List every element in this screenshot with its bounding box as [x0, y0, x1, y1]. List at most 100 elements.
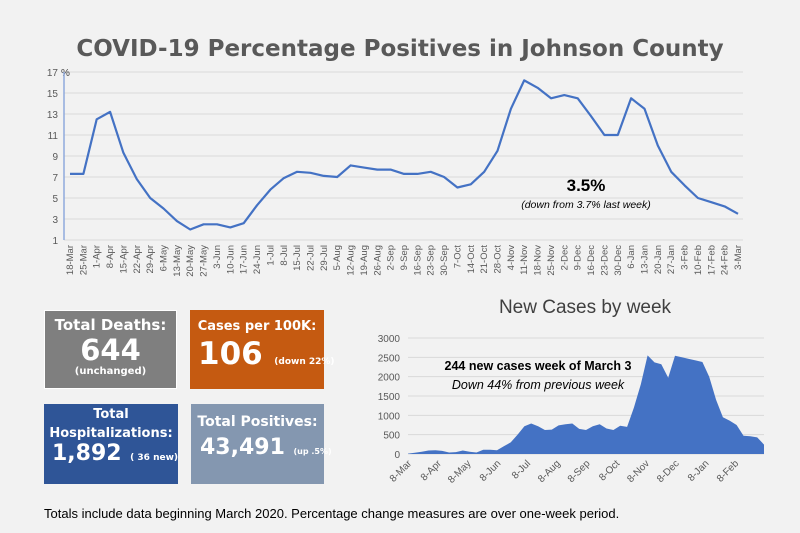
x-tick-label: 28-Oct	[493, 245, 504, 274]
new-cases-change-note: Down 44% from previous week	[452, 378, 625, 392]
percent-change-annotation: (down from 3.7% last week)	[521, 199, 651, 211]
current-percent-annotation: 3.5%	[567, 176, 606, 195]
x-tick-label: 16-Dec	[586, 245, 597, 276]
x-tick-label: 23-Dec	[599, 245, 610, 276]
area-chart-title: New Cases by week	[498, 297, 672, 318]
y-tick-label: 3	[52, 215, 58, 226]
x-tick-label: 10-Feb	[693, 245, 704, 275]
x-tick-label: 30-Dec	[613, 245, 624, 276]
x-tick-label: 6-May	[159, 245, 170, 272]
x-tick-label: 12-Aug	[346, 245, 357, 276]
y-tick-label: 15	[47, 89, 59, 100]
y-tick-label: 13	[47, 110, 59, 121]
x-tick-label: 8-Apr	[105, 245, 116, 268]
total-positives-note: (up .5%)	[293, 447, 332, 456]
y-tick-label: 1	[52, 236, 58, 247]
x-tick-label: 11-Nov	[519, 245, 530, 275]
y-axis-unit: %	[61, 68, 70, 79]
total-positives-value: 43,491	[200, 435, 285, 460]
cases-per-100k-label: Cases per 100K:	[197, 319, 317, 334]
x-tick-label: 30-Sep	[439, 245, 450, 276]
x-tick-label: 8-Feb	[715, 458, 742, 485]
x-tick-label: 8-Jul	[510, 458, 533, 481]
x-tick-label: 15-Jul	[292, 245, 303, 271]
total-positives-card: Total Positives: 43,491 (up .5%)	[191, 404, 332, 484]
x-tick-label: 8-Dec	[655, 458, 682, 485]
x-tick-label: 8-Jul	[279, 245, 290, 266]
hospitalizations-label-line2: Hospitalizations:	[49, 426, 173, 441]
x-tick-label: 8-Sep	[566, 458, 593, 485]
x-tick-label: 24-Feb	[720, 245, 731, 275]
y-tick-label: 2000	[378, 373, 401, 384]
y-tick-label: 0	[394, 450, 400, 461]
y-tick-label: 17	[47, 68, 59, 79]
x-tick-label: 20-Jan	[653, 245, 664, 274]
x-tick-label: 2-Dec	[559, 245, 570, 271]
total-deaths-card: Total Deaths: 644 (unchanged)	[44, 310, 177, 389]
x-tick-label: 13-May	[172, 245, 183, 277]
x-tick-label: 8-Jan	[686, 458, 711, 483]
x-tick-label: 1-Jul	[265, 245, 276, 266]
y-tick-label: 1000	[378, 411, 401, 422]
hospitalizations-value: 1,892	[52, 441, 122, 466]
cases-per-100k-card: Cases per 100K: 106 (down 22%)	[190, 310, 335, 389]
x-tick-label: 3-Feb	[680, 245, 691, 270]
cases-per-100k-value: 106	[198, 336, 263, 372]
y-tick-label: 11	[48, 131, 59, 142]
hospitalizations-note: ( 36 new)	[130, 453, 179, 463]
total-deaths-value: 644	[80, 333, 141, 367]
x-tick-label: 8-Jun	[478, 458, 503, 483]
y-tick-label: 1500	[378, 392, 401, 403]
x-tick-label: 25-Mar	[78, 245, 89, 275]
x-tick-label: 5-Aug	[332, 245, 343, 270]
x-tick-label: 7-Oct	[452, 245, 463, 269]
x-tick-label: 27-May	[199, 245, 210, 277]
x-tick-label: 17-Feb	[706, 245, 717, 275]
x-tick-label: 29-Apr	[145, 245, 156, 274]
x-tick-label: 22-Jul	[305, 245, 316, 271]
new-cases-headline: 244 new cases week of March 3	[445, 359, 632, 373]
total-positives-label: Total Positives:	[197, 414, 318, 430]
x-tick-label: 26-Aug	[372, 245, 383, 276]
x-tick-label: 29-Jul	[319, 245, 330, 271]
x-tick-label: 24-Jun	[252, 245, 263, 274]
x-tick-label: 23-Sep	[426, 245, 437, 276]
x-tick-label: 25-Nov	[546, 245, 557, 276]
total-deaths-label: Total Deaths:	[54, 316, 167, 334]
y-tick-label: 500	[383, 431, 400, 442]
y-tick-label: 2500	[378, 353, 401, 364]
total-hospitalizations-card: Total Hospitalizations: 1,892 ( 36 new)	[44, 404, 178, 484]
y-tick-label: 3000	[378, 334, 401, 345]
x-tick-label: 22-Apr	[132, 245, 143, 274]
x-tick-label: 9-Sep	[399, 245, 410, 270]
x-tick-label: 10-Jun	[225, 245, 236, 274]
x-tick-label: 3-Mar	[733, 245, 744, 270]
x-tick-label: 3-Jun	[212, 245, 223, 269]
x-tick-label: 2-Sep	[386, 245, 397, 270]
x-tick-label: 8-Apr	[419, 458, 445, 484]
x-tick-label: 8-Nov	[625, 458, 652, 485]
x-tick-label: 14-Oct	[466, 245, 477, 274]
x-tick-label: 8-Aug	[536, 458, 563, 485]
x-tick-label: 6-Jan	[626, 245, 637, 269]
new-cases-area	[408, 355, 764, 454]
x-tick-label: 8-May	[446, 458, 473, 485]
x-tick-label: 16-Sep	[412, 245, 423, 276]
y-tick-label: 9	[52, 152, 58, 163]
x-tick-label: 19-Aug	[359, 245, 370, 276]
x-tick-label: 18-Mar	[65, 245, 76, 275]
x-tick-label: 20-May	[185, 245, 196, 277]
x-tick-label: 1-Apr	[92, 245, 103, 268]
total-deaths-note: (unchanged)	[74, 366, 147, 377]
x-tick-label: 17-Jun	[239, 245, 250, 274]
cases-per-100k-note: (down 22%)	[274, 357, 335, 367]
hospitalizations-label-line1: Total	[93, 407, 129, 422]
x-tick-label: 8-Mar	[388, 458, 415, 485]
footnote: Totals include data beginning March 2020…	[44, 506, 620, 521]
y-tick-label: 5	[52, 194, 58, 205]
x-tick-label: 13-Jan	[639, 245, 650, 274]
y-tick-label: 7	[52, 173, 58, 184]
x-tick-label: 4-Nov	[506, 245, 517, 271]
